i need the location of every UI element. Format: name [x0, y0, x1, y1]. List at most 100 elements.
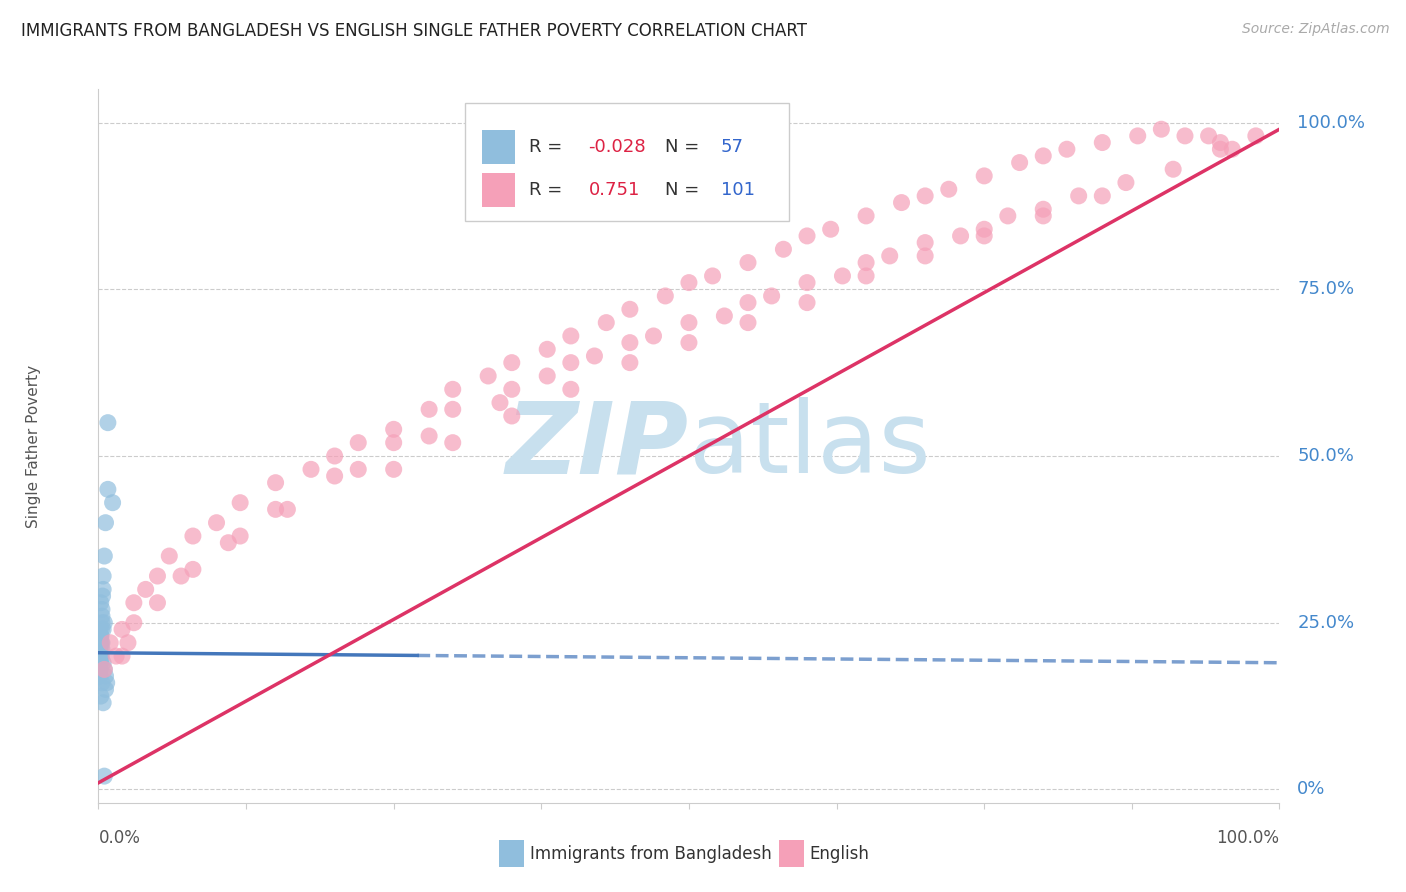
Point: [347, 435, 370, 450]
Point: [299, 462, 322, 476]
Point: [1209, 142, 1232, 156]
Point: [973, 228, 995, 243]
Point: [855, 268, 877, 283]
Point: [97, 483, 120, 497]
Point: [890, 195, 912, 210]
Point: [91, 589, 114, 603]
Text: ZIP: ZIP: [506, 398, 689, 494]
Point: [89, 623, 111, 637]
Point: [205, 516, 228, 530]
Point: [1067, 189, 1090, 203]
Point: [146, 569, 169, 583]
Point: [560, 382, 582, 396]
Point: [157, 549, 180, 563]
Point: [1198, 128, 1220, 143]
Text: 100.0%: 100.0%: [1298, 113, 1365, 131]
Point: [489, 395, 512, 409]
Point: [1056, 142, 1078, 156]
Point: [170, 569, 193, 583]
Point: [90, 629, 112, 643]
Text: English: English: [810, 845, 870, 863]
Point: [93, 615, 115, 630]
Point: [654, 289, 676, 303]
Point: [796, 276, 818, 290]
Point: [831, 268, 853, 283]
Point: [91, 656, 114, 670]
Point: [87, 649, 110, 664]
Point: [973, 169, 995, 183]
Point: [89, 656, 111, 670]
Point: [90, 689, 112, 703]
Text: 100.0%: 100.0%: [1216, 830, 1279, 847]
Point: [91, 615, 114, 630]
Point: [91, 569, 114, 583]
Point: [89, 669, 111, 683]
Point: [91, 675, 114, 690]
Point: [1032, 202, 1054, 217]
Point: [181, 529, 204, 543]
Point: [96, 675, 118, 690]
Point: [89, 636, 111, 650]
Point: [1032, 209, 1054, 223]
Point: [94, 682, 117, 697]
Point: [264, 475, 287, 490]
Point: [595, 316, 617, 330]
Text: R =: R =: [530, 138, 562, 156]
Text: 25.0%: 25.0%: [1298, 614, 1354, 632]
Text: Single Father Poverty: Single Father Poverty: [25, 365, 41, 527]
Text: 101: 101: [721, 181, 755, 199]
Text: 75.0%: 75.0%: [1298, 280, 1354, 298]
Point: [737, 316, 759, 330]
Text: 0.751: 0.751: [589, 181, 640, 199]
FancyBboxPatch shape: [482, 130, 516, 164]
Point: [87, 649, 110, 664]
Point: [855, 209, 877, 223]
Point: [938, 182, 960, 196]
Point: [181, 562, 204, 576]
Point: [89, 649, 111, 664]
Point: [229, 496, 252, 510]
Point: [264, 502, 287, 516]
Point: [441, 382, 464, 396]
Point: [323, 469, 346, 483]
Point: [619, 335, 641, 350]
Point: [772, 242, 794, 256]
Point: [90, 636, 112, 650]
Point: [501, 382, 523, 396]
Point: [93, 769, 115, 783]
Point: [1032, 149, 1054, 163]
Point: [560, 356, 582, 370]
Point: [117, 636, 139, 650]
Point: [702, 268, 724, 283]
Text: atlas: atlas: [689, 398, 931, 494]
Point: [761, 289, 783, 303]
Point: [914, 249, 936, 263]
Point: [135, 582, 157, 597]
Point: [217, 535, 239, 549]
Point: [111, 649, 134, 664]
Point: [1126, 128, 1149, 143]
Point: [382, 422, 405, 436]
Point: [98, 636, 121, 650]
Point: [94, 669, 117, 683]
Point: [1150, 122, 1173, 136]
Point: [91, 602, 114, 616]
Point: [90, 656, 112, 670]
Point: [93, 662, 115, 676]
Point: [89, 642, 111, 657]
Point: [796, 295, 818, 310]
Point: [678, 335, 700, 350]
Point: [536, 343, 558, 357]
Point: [347, 462, 370, 476]
Point: [914, 235, 936, 250]
Point: [90, 629, 112, 643]
Point: [382, 435, 405, 450]
Point: [89, 656, 111, 670]
Point: [382, 462, 405, 476]
Point: [111, 623, 134, 637]
Point: [820, 222, 842, 236]
Point: [122, 615, 145, 630]
Point: [855, 255, 877, 269]
Point: [93, 549, 115, 563]
Point: [89, 662, 111, 676]
